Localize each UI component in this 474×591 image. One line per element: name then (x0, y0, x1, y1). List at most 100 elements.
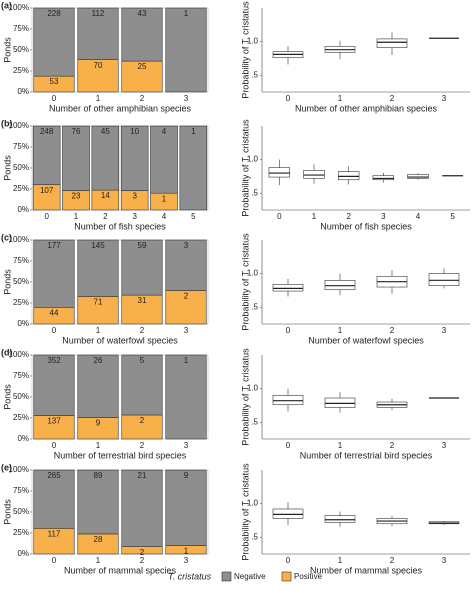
count-label: 2 (184, 292, 189, 301)
y-tick-label: 100% (9, 465, 29, 474)
count-label: 25 (138, 62, 147, 71)
x-tick-label: 3 (442, 326, 447, 335)
bar-segment (121, 294, 163, 325)
count-label: 9 (96, 419, 101, 428)
count-label: 28 (94, 535, 103, 544)
x-tick-label: 0 (286, 326, 291, 335)
x-tick-label: 2 (390, 94, 395, 103)
box (272, 508, 304, 519)
y-tick-label: 25% (13, 66, 29, 75)
x-tick-label: 0 (286, 556, 291, 565)
x-axis-label: Number of other amphibian species (49, 103, 192, 113)
bar-segment (33, 527, 75, 555)
bar-segment (121, 354, 163, 416)
count-label: 1 (184, 356, 189, 365)
y-axis-label: Ponds (2, 155, 12, 181)
bar-segment (32, 125, 61, 186)
y-tick-label: 50% (13, 392, 29, 401)
x-tick-label: 4 (162, 212, 167, 221)
x-axis-label: Number of fish species (74, 221, 166, 231)
bar-segment (165, 290, 207, 325)
panel-label: (b) (1, 118, 13, 128)
x-tick-label: 5 (450, 212, 455, 221)
count-label: 44 (50, 308, 59, 317)
bar-segment (165, 354, 207, 440)
y-axis-label: Probability of T. cristatus (240, 233, 250, 331)
y-tick-label: 1.0 (247, 37, 259, 46)
count-label: 53 (50, 77, 59, 86)
legend-swatch (221, 571, 232, 582)
y-tick-label: .5 (251, 532, 258, 541)
bar-segment (62, 125, 90, 191)
y-tick-label: 25% (13, 413, 29, 422)
bar-segment (77, 469, 119, 535)
y-tick-label: 1.0 (247, 499, 259, 508)
x-tick-label: 5 (191, 212, 196, 221)
count-label: 1 (184, 9, 189, 18)
x-tick-label: 1 (96, 326, 101, 335)
box (268, 167, 291, 178)
count-label: 1 (184, 547, 189, 556)
count-label: 23 (72, 192, 81, 201)
bar-segment (165, 239, 207, 291)
count-label: 117 (48, 529, 61, 538)
y-tick-label: 0% (17, 319, 29, 328)
bar-segment (33, 354, 75, 416)
box (372, 175, 395, 181)
y-tick-label: .5 (251, 302, 258, 311)
x-tick-label: 0 (286, 441, 291, 450)
x-tick-label: 0 (44, 212, 49, 221)
y-tick-label: 50% (13, 45, 29, 54)
x-tick-label: 3 (184, 326, 189, 335)
box (337, 171, 360, 181)
x-tick-label: 1 (338, 94, 343, 103)
x-tick-label: 3 (442, 441, 447, 450)
count-label: 107 (40, 186, 54, 195)
count-label: 70 (94, 61, 103, 70)
y-tick-label: 50% (13, 507, 29, 516)
legend-label: Negative (234, 572, 266, 581)
x-tick-label: 0 (52, 326, 57, 335)
count-label: 26 (94, 356, 103, 365)
x-axis-label: Number of waterfowl species (308, 335, 424, 345)
panel-label: (d) (1, 347, 13, 357)
bar-segment (91, 125, 120, 191)
x-tick-label: 2 (390, 441, 395, 450)
x-tick-label: 3 (442, 94, 447, 103)
x-tick-label: 2 (140, 94, 145, 103)
y-tick-label: 75% (13, 142, 29, 151)
bar-segment (32, 184, 61, 211)
x-tick-label: 3 (184, 556, 189, 565)
x-tick-label: 4 (416, 212, 421, 221)
count-label: 177 (47, 241, 61, 250)
count-label: 248 (40, 127, 54, 136)
y-tick-label: 100% (9, 350, 29, 359)
count-label: 5 (140, 356, 145, 365)
x-tick-label: 0 (277, 212, 282, 221)
y-tick-label: 75% (13, 256, 29, 265)
y-axis-label: Ponds (2, 384, 12, 410)
count-label: 1 (191, 127, 196, 136)
y-tick-label: 0% (17, 87, 29, 96)
y-tick-label: 25% (13, 528, 29, 537)
bar-segment (179, 125, 208, 211)
y-tick-label: 0% (17, 549, 29, 558)
y-axis-label: Ponds (2, 499, 12, 525)
bar-segment (33, 239, 75, 308)
bar-segment (165, 469, 207, 546)
x-axis-label: Number of mammal species (310, 565, 423, 575)
x-tick-label: 1 (338, 441, 343, 450)
y-tick-label: 75% (13, 24, 29, 33)
y-tick-label: 100% (9, 235, 29, 244)
box (407, 174, 429, 179)
x-axis-label: Number of terrestrial bird species (300, 450, 433, 460)
x-tick-label: 3 (184, 441, 189, 450)
y-axis-label: Ponds (2, 37, 12, 63)
bar-segment (150, 125, 178, 194)
box (324, 515, 356, 523)
count-label: 3 (184, 241, 189, 250)
count-label: 265 (47, 471, 61, 480)
x-tick-label: 2 (140, 441, 145, 450)
count-label: 3 (132, 192, 137, 201)
